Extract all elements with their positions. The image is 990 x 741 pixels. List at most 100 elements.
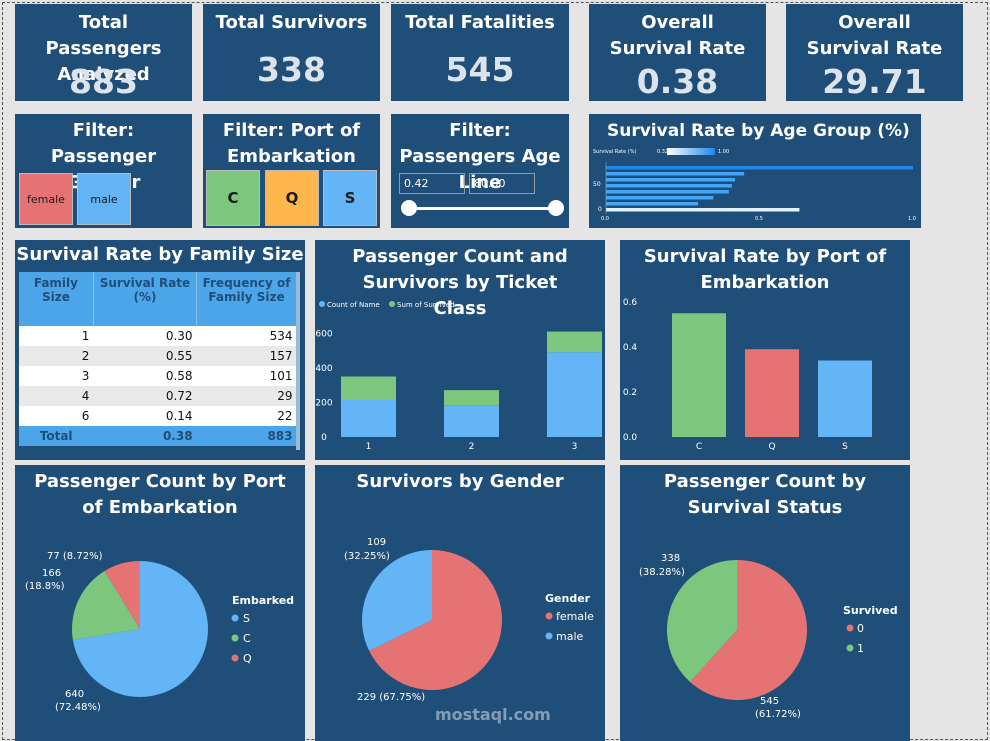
survival-status-pie-svg: 338 (38.28%) 545 (61.72%) Survived 0 1 — [639, 553, 898, 720]
x-tick-label: C — [696, 442, 702, 452]
y-tick-label: 400 — [315, 364, 332, 374]
cell: 0.30 — [93, 326, 197, 346]
family-size-table-panel: Survival Rate by Family Size Family Size… — [15, 240, 305, 460]
ticket-class-chart: Passenger Count and Survivors by Ticket … — [315, 240, 605, 460]
legend-label: male — [556, 630, 584, 643]
pie-slice-1[interactable] — [667, 560, 737, 682]
y-tick-label: 0.2 — [623, 388, 637, 398]
legend-label: C — [243, 632, 251, 645]
age-group-bar[interactable] — [606, 166, 913, 170]
pie-slice-male[interactable] — [362, 550, 432, 651]
pie-slice-s[interactable] — [72, 561, 208, 697]
legend-title: Embarked — [232, 594, 294, 607]
filter-option-male[interactable]: male — [77, 173, 131, 225]
bar-sum-of-survived[interactable] — [547, 331, 602, 353]
pie-slice-c[interactable] — [72, 570, 140, 640]
bar-count-of-name[interactable] — [341, 400, 396, 437]
port-bar-c[interactable] — [672, 313, 726, 437]
legend-marker-s — [231, 614, 239, 622]
cell: 534 — [196, 326, 297, 346]
legend-title: Survived — [843, 604, 898, 617]
kpi-survival-rate: Overall Survival Rate 0.38 — [589, 4, 766, 101]
age-group-bar[interactable] — [606, 190, 729, 194]
watermark: mostaql.com — [435, 705, 551, 724]
kpi-title: Overall Survival Rate — [609, 12, 746, 59]
bar-count-of-name[interactable] — [444, 405, 499, 437]
x-tick-label: 3 — [572, 442, 578, 452]
legend-label: Count of Name — [327, 301, 380, 309]
legend-max: 1.00 — [718, 149, 729, 155]
age-group-bar[interactable] — [606, 178, 735, 182]
x-tick-label: 1 — [366, 442, 372, 452]
kpi-total-survivors: Total Survivors 338 — [203, 4, 380, 101]
port-count-pie-panel: Passenger Count by Port of Embarkation 6… — [15, 465, 305, 741]
age-slider-max-handle[interactable] — [548, 200, 564, 216]
filter-option-q[interactable]: Q — [265, 170, 319, 226]
col-header-survival-rate[interactable]: Survival Rate (%) — [93, 272, 198, 326]
port-count-pie-svg: 640 (72.48%) 166 (18.8%) 77 (8.72%) Emba… — [25, 551, 294, 713]
pie-slice-female[interactable] — [369, 550, 502, 690]
legend-label: Q — [243, 652, 252, 665]
age-group-bar[interactable] — [606, 172, 745, 176]
option-label: S — [344, 189, 356, 207]
col-header-frequency[interactable]: Frequency of Family Size — [196, 272, 297, 326]
bar-sum-of-survived[interactable] — [341, 376, 396, 401]
legend-title: Survival Rate (%) — [593, 149, 637, 155]
age-group-bar[interactable] — [606, 196, 714, 200]
y-tick-label: 200 — [315, 398, 332, 408]
filter-option-female[interactable]: female — [19, 173, 73, 225]
legend-marker-q — [231, 654, 239, 662]
legend-label: Sum of Survived — [397, 301, 455, 309]
option-label: C — [227, 189, 239, 207]
age-group-bar[interactable] — [606, 202, 699, 206]
kpi-value: 545 — [445, 50, 515, 89]
cell: 101 — [196, 366, 297, 386]
option-label: Q — [285, 189, 299, 207]
pie-slice-q[interactable] — [104, 561, 140, 629]
cell: 1 — [19, 326, 94, 346]
data-label: (18.8%) — [25, 581, 65, 592]
legend-marker-0 — [846, 624, 854, 632]
col-header-family-size[interactable]: Family Size — [19, 272, 94, 326]
filter-option-c[interactable]: C — [206, 170, 260, 226]
port-bar-q[interactable] — [745, 349, 799, 437]
pie-slice-0[interactable] — [689, 560, 807, 700]
cell: 0.14 — [93, 406, 197, 426]
y-tick-label: 0 — [598, 206, 602, 213]
age-slider-min-handle[interactable] — [401, 200, 417, 216]
age-min-input[interactable]: 0.42 — [399, 173, 465, 194]
port-survival-svg: 0.0 0.2 0.4 0.6 C Q S — [623, 298, 872, 452]
bar-sum-of-survived[interactable] — [444, 390, 499, 406]
table-scrollbar[interactable] — [296, 272, 300, 450]
legend-marker-1 — [846, 644, 854, 652]
bar-count-of-name[interactable] — [547, 352, 602, 437]
cell: 883 — [196, 426, 297, 446]
gender-filter: Filter: Passenger Gender female male — [15, 114, 192, 228]
gender-pie-panel: Survivors by Gender 109 (32.25%) 229 (67… — [315, 465, 605, 741]
age-group-svg: Survival Rate (%) 0.32 1.00 50 0 0.0 0.5… — [593, 148, 916, 222]
data-label: (72.48%) — [55, 702, 101, 713]
y-tick-label: 50 — [593, 181, 601, 188]
age-group-bar[interactable] — [606, 208, 800, 212]
cell: 4 — [19, 386, 94, 406]
legend-label: 1 — [857, 642, 864, 655]
port-bar-s[interactable] — [818, 360, 872, 438]
table-row: 2 0.55 157 — [19, 346, 297, 366]
cell: 0.72 — [93, 386, 197, 406]
age-slider-track[interactable] — [409, 207, 555, 210]
age-group-bar[interactable] — [606, 184, 732, 188]
chart-title: Survival Rate by Port of Embarkation — [643, 246, 887, 293]
data-label: 109 — [367, 537, 386, 548]
table-row: 1 0.30 534 — [19, 326, 297, 346]
cell: 22 — [196, 406, 297, 426]
filter-option-s[interactable]: S — [323, 170, 377, 226]
legend-marker-c — [231, 634, 239, 642]
age-max-input[interactable]: 80.00 — [469, 173, 535, 194]
legend-marker-survived — [389, 301, 395, 307]
survival-status-pie-panel: Passenger Count by Survival Status 338 (… — [620, 465, 910, 741]
filter-title: Filter: Passengers Age Line — [399, 120, 561, 193]
gender-pie-svg: 109 (32.25%) 229 (67.75%) Gender female … — [344, 537, 594, 703]
age-group-chart: Survival Rate by Age Group (%) Survival … — [589, 114, 921, 228]
data-label: 545 — [760, 696, 779, 707]
age-filter: Filter: Passengers Age Line 0.42 80.00 — [391, 114, 569, 228]
